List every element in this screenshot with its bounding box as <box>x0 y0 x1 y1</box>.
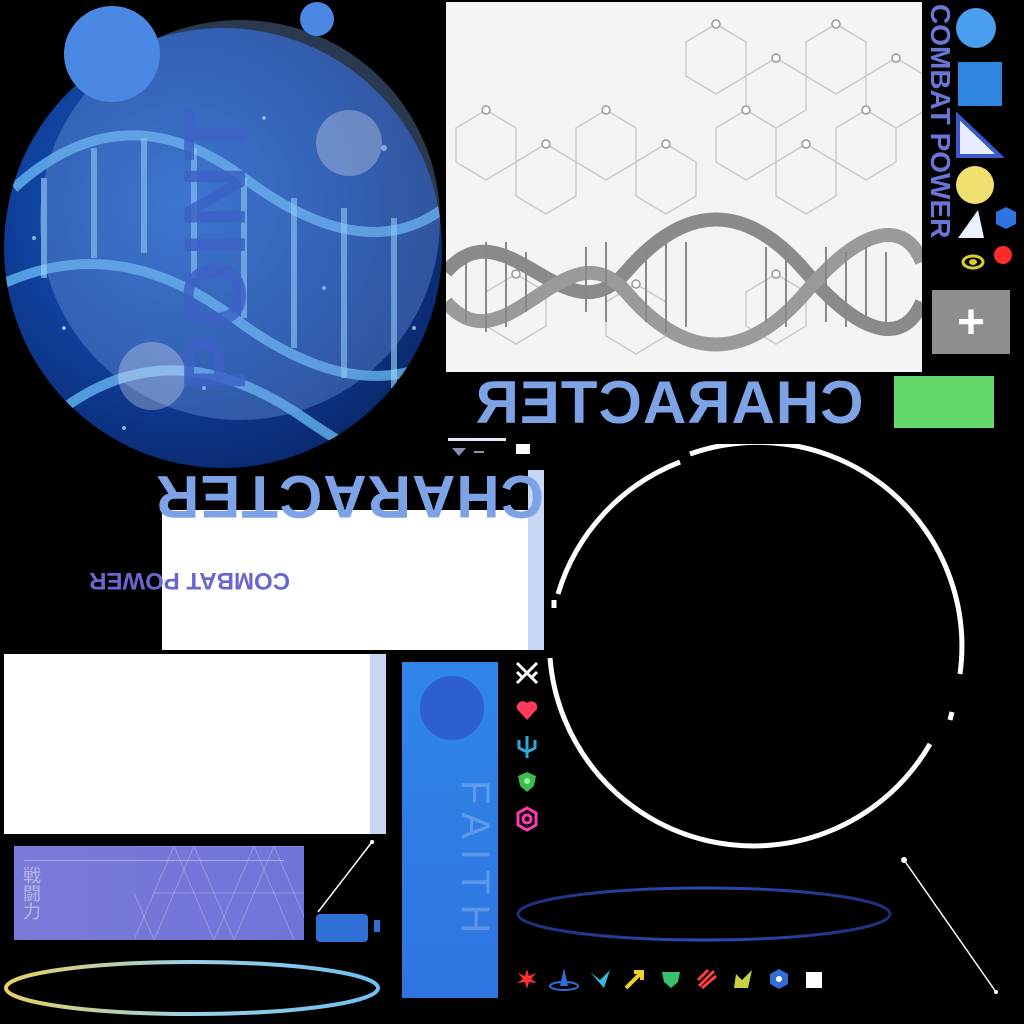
power-card: 戦闘力 <box>14 846 304 940</box>
small-bar <box>448 438 506 441</box>
plus-label: + <box>956 295 986 349</box>
swirl-yellow-icon <box>961 254 985 270</box>
square-white-icon <box>806 972 822 988</box>
hex-blue-small-icon <box>770 969 788 989</box>
bubble-translucent-right <box>316 110 382 176</box>
point-label: POINT <box>165 103 264 393</box>
arrow-yellow-icon <box>624 970 644 990</box>
blue-platform <box>516 886 892 942</box>
small-square <box>516 444 530 454</box>
target-ring <box>547 444 965 849</box>
claw-red-icon <box>696 968 717 990</box>
power-card-label: 戦闘力 <box>21 866 41 920</box>
crossed-swords-icon <box>515 661 539 685</box>
plus-button[interactable]: + <box>932 290 1010 354</box>
character-label-flipped: CHARACTER <box>155 463 544 530</box>
character-panel-edge <box>528 470 544 650</box>
gold-platform <box>4 960 380 1016</box>
dna-hex-art <box>446 19 922 355</box>
bubble-small <box>300 2 334 36</box>
leaf-yellow-icon <box>734 970 752 988</box>
faith-orb <box>420 676 484 740</box>
combat-power-vertical: COMBAT POWER <box>925 4 956 239</box>
circle-blue-icon <box>956 8 996 48</box>
bubble-large <box>64 6 160 102</box>
trident-icon <box>517 736 537 758</box>
circle-yellow-icon <box>956 166 994 204</box>
shield-icon <box>518 772 536 792</box>
small-blue-button[interactable] <box>316 914 368 942</box>
button-tab <box>374 920 380 932</box>
dna-badge <box>4 28 442 468</box>
bubble-translucent-bottom <box>118 342 186 410</box>
faith-bar: FAITH <box>402 662 498 998</box>
info-panel <box>4 654 370 834</box>
dna-helix-art <box>4 116 442 468</box>
gear-icon <box>516 806 538 832</box>
diagonal-line <box>901 857 998 994</box>
small-arrow-icon <box>452 448 484 456</box>
character-panel <box>162 510 528 650</box>
hex-blue-icon <box>996 207 1016 229</box>
circle-red-icon <box>994 246 1012 264</box>
wing-cyan-icon <box>590 970 610 988</box>
triangle-blue-icon <box>956 112 1004 158</box>
heart-icon <box>516 701 538 720</box>
connector-line <box>317 840 374 913</box>
square-blue-icon <box>958 62 1002 106</box>
faith-label: FAITH <box>453 780 497 944</box>
card-divider <box>24 860 284 861</box>
burst-red-icon <box>517 969 537 989</box>
combat-power-flipped: COMBAT POWER <box>89 567 290 594</box>
character-label-top: CHARACTER <box>474 369 864 436</box>
mask-green-icon <box>662 972 680 988</box>
triangle-pattern <box>134 846 304 940</box>
dna-panel <box>446 2 922 372</box>
green-button[interactable] <box>894 376 994 428</box>
info-panel-edge <box>370 654 386 834</box>
wave-blue-icon <box>549 968 579 991</box>
triangle-white-icon <box>958 210 984 238</box>
